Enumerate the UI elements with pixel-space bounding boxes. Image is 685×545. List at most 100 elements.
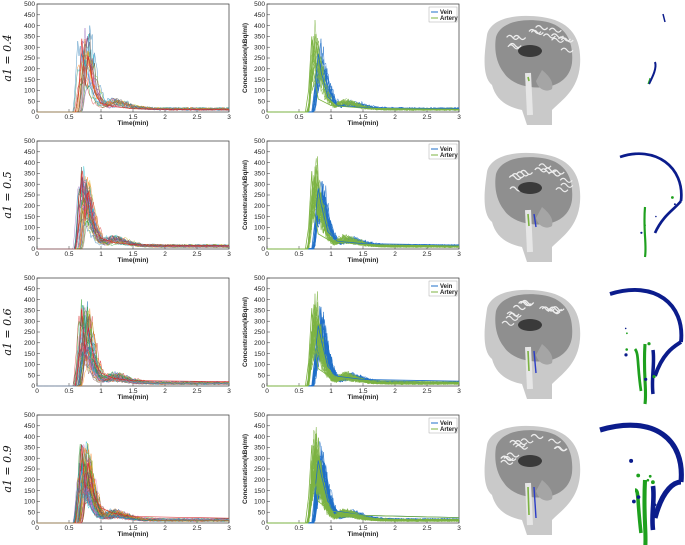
vein-segment	[662, 13, 666, 23]
gyrus	[559, 177, 573, 183]
tac-curve	[37, 444, 230, 524]
x-tick-label: 0	[35, 114, 39, 121]
tac-curve	[37, 196, 229, 250]
gyrus	[553, 446, 567, 452]
x-tick-label: 1	[99, 388, 103, 395]
artery-curve	[267, 320, 460, 387]
artery-curve	[267, 445, 460, 524]
tac-curve	[37, 456, 230, 524]
x-tick-label: 2.5	[192, 388, 201, 395]
tac-curve	[37, 181, 230, 250]
vein-curve	[267, 186, 460, 250]
series-group	[267, 20, 460, 113]
vein-curve	[267, 316, 460, 387]
x-tick-label: 3	[227, 388, 231, 395]
series-line	[75, 38, 230, 113]
y-tick-label: 0	[31, 520, 35, 527]
x-axis-label: Time(min)	[118, 394, 149, 401]
gyrus	[534, 167, 548, 173]
artery-curve	[267, 170, 460, 250]
y-tick-label: 450	[24, 286, 35, 293]
y-tick-label: 500	[24, 412, 35, 419]
y-tick-label: 500	[254, 412, 265, 419]
legend-label: Vein	[440, 284, 453, 290]
artery-curve	[267, 158, 460, 250]
transverse-sinus	[653, 200, 683, 234]
artery-curve	[267, 336, 460, 387]
row4-vein-artery: 0 50 100 150 200 250 300 350 400 450 500 0 0.5 1 1.5 2 2…	[242, 412, 461, 538]
vein-curve	[267, 38, 460, 113]
artery-curve	[267, 156, 459, 250]
image-row-3	[484, 288, 684, 405]
vessel-fragment	[673, 203, 676, 206]
x-tick-label: 1	[329, 388, 333, 395]
y-tick-label: 350	[254, 171, 265, 178]
y-tick-label: 450	[24, 12, 35, 19]
artery-curve	[267, 177, 460, 250]
superior-sagittal-sinus	[619, 152, 683, 202]
y-tick-label: 150	[254, 351, 265, 358]
image-row-1	[484, 13, 666, 126]
y-tick-label: 0	[261, 520, 265, 527]
vein-curve	[267, 181, 460, 250]
tac-curve	[37, 41, 230, 113]
y-tick-label: 300	[254, 455, 265, 462]
tac-curve	[37, 445, 230, 524]
row2-all-curves: 0 50 100 150 200 250 300 350 400 450 500 0 0.5 1 1.5 2 2…	[24, 138, 231, 264]
tac-curve	[37, 194, 230, 250]
carotid-artery	[643, 206, 647, 258]
series-line-vein	[311, 188, 460, 250]
y-tick-label: 200	[24, 340, 35, 347]
y-tick-label: 200	[254, 340, 265, 347]
cerebellum	[536, 207, 553, 228]
vessel-rendering	[609, 288, 684, 405]
tac-curve	[37, 177, 230, 250]
vessel-fragment	[648, 474, 652, 478]
x-axis-label: Time(min)	[118, 531, 149, 538]
tac-curve	[37, 327, 230, 387]
artery-curve	[267, 41, 460, 113]
y-tick-label: 0	[261, 246, 265, 253]
artery-curve	[267, 448, 460, 524]
vessel-fragment	[636, 495, 641, 499]
tac-curve	[37, 453, 229, 524]
y-axis-label: Concentration(kBq/ml)	[242, 434, 249, 504]
artery-curve	[267, 188, 460, 250]
tac-curve	[37, 51, 230, 113]
gyrus	[544, 167, 557, 173]
artery-curve	[267, 45, 460, 113]
vessel-rendering	[599, 422, 684, 545]
vein-curve	[267, 181, 460, 250]
tac-curve	[37, 462, 230, 524]
artery-curve	[267, 433, 460, 524]
artery-curve	[267, 311, 460, 387]
tac-curve	[37, 310, 230, 387]
y-tick-label: 200	[24, 66, 35, 73]
tac-curve	[37, 449, 230, 524]
brain-mri-image	[484, 152, 581, 262]
x-tick-label: 2	[163, 114, 167, 121]
artery-curve	[267, 308, 460, 387]
tac-curve	[37, 176, 230, 250]
y-axis-label: Concentration(kBq/ml)	[242, 160, 249, 230]
gyrus	[558, 36, 571, 42]
gyrus	[538, 163, 552, 169]
y-tick-label: 100	[24, 88, 35, 95]
x-tick-label: 0.5	[294, 251, 303, 258]
y-tick-label: 300	[24, 318, 35, 325]
gyrus	[550, 33, 564, 39]
artery-curve	[267, 314, 460, 387]
brain-mri-image	[484, 289, 581, 399]
y-tick-label: 400	[254, 23, 265, 30]
tac-curve	[37, 177, 230, 250]
gyrus	[548, 438, 561, 444]
tac-curve	[37, 459, 230, 524]
x-tick-label: 0	[265, 525, 269, 532]
row1-all-curves: 0 50 100 150 200 250 300 350 400 450 500 0 0.5 1 1.5 2 2…	[24, 1, 231, 127]
artery-curve	[267, 304, 460, 387]
gyrus	[512, 442, 526, 448]
y-tick-label: 150	[24, 351, 35, 358]
y-tick-label: 300	[24, 44, 35, 51]
